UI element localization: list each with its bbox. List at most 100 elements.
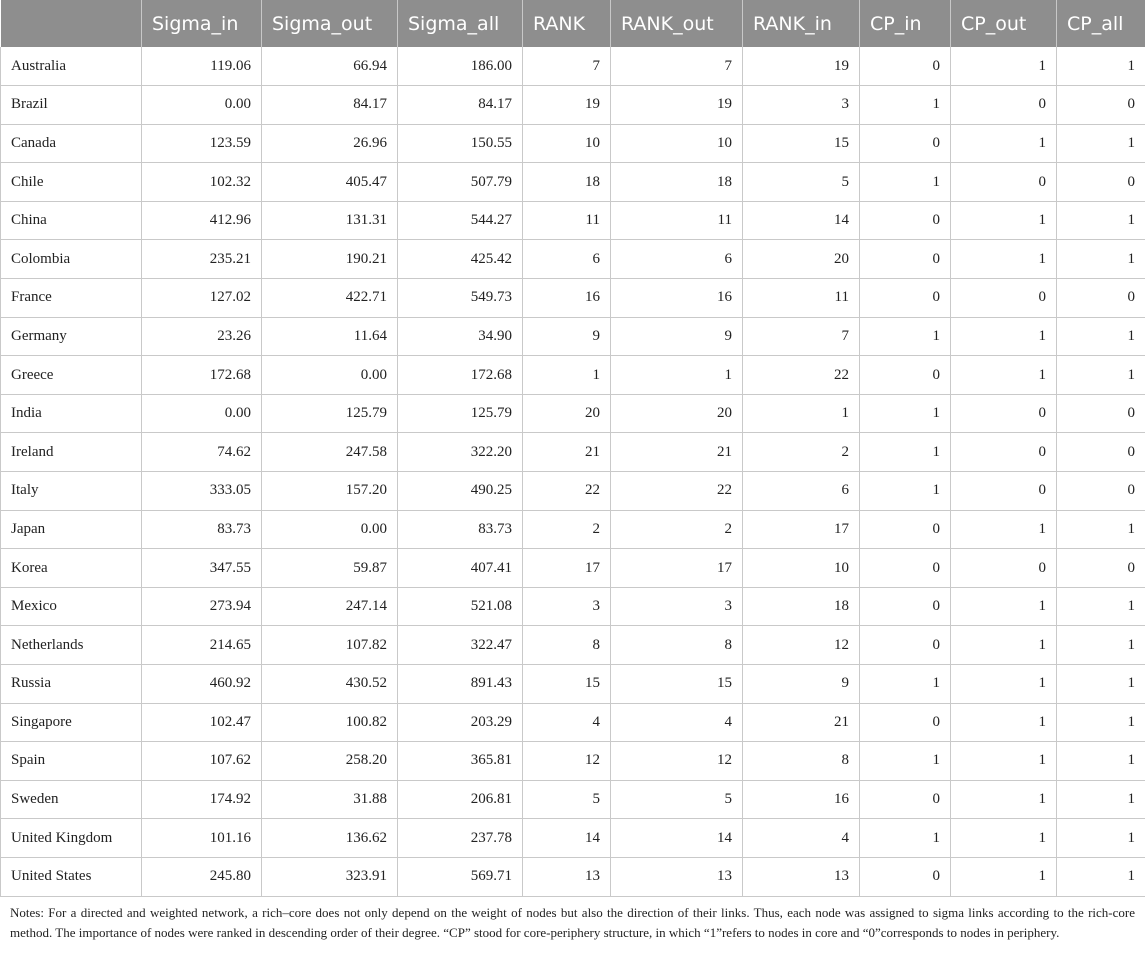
value-cell: 544.27 [397, 200, 523, 241]
country-cell: Netherlands [0, 625, 142, 665]
column-header-cp-in: CP_in [859, 0, 951, 47]
column-header-sigma-in: Sigma_in [141, 0, 262, 47]
value-cell: 12 [522, 741, 611, 781]
country-cell: India [0, 393, 142, 434]
value-cell: 0 [859, 509, 951, 550]
value-cell: 0 [859, 47, 951, 87]
country-cell: Colombia [0, 239, 142, 280]
value-cell: 0 [1056, 548, 1145, 588]
value-cell: 0 [1056, 432, 1145, 473]
value-cell: 10 [610, 123, 743, 164]
value-cell: 84.17 [261, 85, 398, 125]
value-cell: 1 [950, 664, 1057, 704]
value-cell: 0 [859, 856, 951, 897]
table-row: Mexico 273.94 247.14 521.08 3 3 18 0 1 1 [0, 586, 1145, 627]
value-cell: 1 [950, 123, 1057, 164]
table-row: Canada 123.59 26.96 150.55 10 10 15 0 1 1 [0, 123, 1145, 164]
value-cell: 9 [522, 316, 611, 357]
table-notes: Notes: For a directed and weighted netwo… [10, 905, 1135, 940]
value-cell: 4 [742, 818, 860, 858]
value-cell: 7 [610, 47, 743, 87]
value-cell: 507.79 [397, 162, 523, 202]
value-cell: 11 [610, 200, 743, 241]
data-table: Sigma_in Sigma_out Sigma_all RANK RANK_out RA… [0, 0, 1145, 897]
value-cell: 1 [859, 316, 951, 357]
value-cell: 235.21 [141, 239, 262, 280]
value-cell: 1 [859, 162, 951, 202]
value-cell: 258.20 [261, 741, 398, 781]
value-cell: 21 [522, 432, 611, 473]
value-cell: 245.80 [141, 856, 262, 897]
value-cell: 1 [950, 818, 1057, 858]
value-cell: 1 [950, 47, 1057, 87]
value-cell: 6 [610, 239, 743, 280]
value-cell: 6 [522, 239, 611, 280]
value-cell: 2 [610, 509, 743, 550]
value-cell: 1 [1056, 779, 1145, 820]
value-cell: 1 [1056, 818, 1145, 858]
value-cell: 22 [742, 355, 860, 395]
value-cell: 10 [742, 548, 860, 588]
table-row: Colombia 235.21 190.21 425.42 6 6 20 0 1 1 [0, 239, 1145, 280]
value-cell: 9 [610, 316, 743, 357]
table-row: Greece 172.68 0.00 172.68 1 1 22 0 1 1 [0, 355, 1145, 395]
table-row: Singapore 102.47 100.82 203.29 4 4 21 0 1 1 [0, 702, 1145, 743]
country-cell: Ireland [0, 432, 142, 473]
table-row: China 412.96 131.31 544.27 11 11 14 0 1 1 [0, 200, 1145, 241]
value-cell: 3 [522, 586, 611, 627]
value-cell: 1 [1056, 47, 1145, 87]
value-cell: 203.29 [397, 702, 523, 743]
column-header-cp-all: CP_all [1056, 0, 1145, 47]
value-cell: 34.90 [397, 316, 523, 357]
header-row: Sigma_in Sigma_out Sigma_all RANK RANK_out RA… [0, 0, 1145, 47]
value-cell: 0 [859, 625, 951, 665]
table-row: Sweden 174.92 31.88 206.81 5 5 16 0 1 1 [0, 779, 1145, 820]
value-cell: 13 [742, 856, 860, 897]
value-cell: 1 [950, 316, 1057, 357]
value-cell: 107.62 [141, 741, 262, 781]
value-cell: 16 [610, 278, 743, 318]
value-cell: 891.43 [397, 664, 523, 704]
value-cell: 0 [1056, 162, 1145, 202]
value-cell: 18 [742, 586, 860, 627]
value-cell: 125.79 [261, 393, 398, 434]
value-cell: 21 [742, 702, 860, 743]
value-cell: 2 [522, 509, 611, 550]
value-cell: 1 [859, 393, 951, 434]
data-table-container: Sigma_in Sigma_out Sigma_all RANK RANK_out RA… [0, 0, 1145, 897]
value-cell: 17 [522, 548, 611, 588]
column-header-rank: RANK [522, 0, 611, 47]
value-cell: 2 [742, 432, 860, 473]
value-cell: 333.05 [141, 471, 262, 511]
value-cell: 1 [1056, 200, 1145, 241]
value-cell: 1 [950, 509, 1057, 550]
value-cell: 5 [522, 779, 611, 820]
value-cell: 247.14 [261, 586, 398, 627]
value-cell: 1 [950, 741, 1057, 781]
value-cell: 0 [859, 200, 951, 241]
value-cell: 206.81 [397, 779, 523, 820]
value-cell: 1 [1056, 702, 1145, 743]
value-cell: 20 [522, 393, 611, 434]
value-cell: 172.68 [141, 355, 262, 395]
value-cell: 4 [522, 702, 611, 743]
value-cell: 123.59 [141, 123, 262, 164]
value-cell: 347.55 [141, 548, 262, 588]
value-cell: 1 [1056, 856, 1145, 897]
value-cell: 150.55 [397, 123, 523, 164]
value-cell: 84.17 [397, 85, 523, 125]
value-cell: 7 [522, 47, 611, 87]
value-cell: 0 [1056, 393, 1145, 434]
column-header-cp-out: CP_out [950, 0, 1057, 47]
country-cell: Australia [0, 47, 142, 87]
value-cell: 190.21 [261, 239, 398, 280]
value-cell: 0 [859, 355, 951, 395]
value-cell: 3 [742, 85, 860, 125]
value-cell: 10 [522, 123, 611, 164]
table-row: Korea 347.55 59.87 407.41 17 17 10 0 0 0 [0, 548, 1145, 588]
value-cell: 16 [522, 278, 611, 318]
value-cell: 59.87 [261, 548, 398, 588]
value-cell: 127.02 [141, 278, 262, 318]
value-cell: 0 [950, 471, 1057, 511]
table-row: United Kingdom 101.16 136.62 237.78 14 14 4 1 1 1 [0, 818, 1145, 858]
